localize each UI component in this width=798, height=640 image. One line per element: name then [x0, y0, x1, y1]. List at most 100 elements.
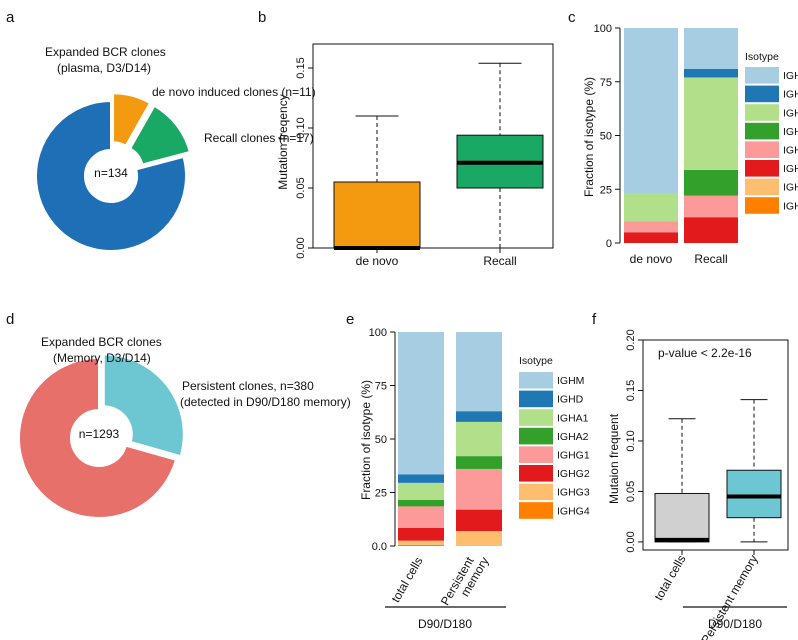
legend-e-swatch-ighg3	[519, 483, 553, 501]
legend-c: IGHM IGHD IGHA1 IGHA2 IGHG1 IGHG2 IGHG3 IGHG4	[745, 67, 798, 214]
legend-c-swatch-ighm	[745, 67, 779, 84]
group-label-f: D90/D180	[708, 617, 762, 631]
panel-letter-f: f	[592, 311, 597, 328]
legend-c-swatch-igha1	[745, 104, 779, 121]
boxplot-b-ytick-label-1: 0.05	[295, 177, 307, 198]
stacked-bar-e-segment-ighd-0	[398, 474, 444, 483]
legend-e-label-ighm: IGHM	[557, 375, 584, 387]
stacked-bar-e-segment-ighm-0	[398, 332, 444, 475]
boxplot-f-ytick-label-4: 0.20	[625, 329, 637, 350]
boxplot-b-ytick-label-2: 0.10	[295, 117, 307, 138]
pie-a-slice-3	[35, 99, 187, 252]
stacked-bar-c-segment-ighg2-1	[684, 217, 738, 243]
boxplot-f-box-0	[654, 492, 710, 543]
boxplot-b-ylabel: Mutation freqency	[276, 94, 290, 189]
boxplot-b-xtick-label-0: de novo	[356, 254, 399, 268]
legend-e-label-ighg4: IGHG4	[557, 505, 590, 517]
legend-e-title: Isotype	[519, 355, 553, 367]
boxplot-f-annotation: p-value < 2.2e-16	[658, 346, 752, 360]
pie-a-center-label: n=134	[94, 166, 128, 180]
boxplot-f-ytick-label-1: 0.05	[625, 481, 637, 502]
stacked-bar-c-ytick-label-4: 100	[594, 23, 612, 35]
stacked-bar-e-segment-igha1-1	[456, 421, 502, 457]
legend-e-swatch-ighg2	[519, 465, 553, 482]
stacked-bar-e-ytick-label-2: 50	[375, 434, 387, 446]
legend-c-swatch-ighg4	[745, 197, 779, 214]
panel-letter-d: d	[6, 311, 14, 328]
pie-d-slice-1	[102, 353, 185, 458]
legend-e-swatch-ighg1	[519, 446, 553, 463]
legend-e: IGHM IGHD IGHA1 IGHA2 IGHG1 IGHG2 IGHG3 IGHG4	[519, 372, 590, 519]
legend-e-label-ighg1: IGHG1	[557, 449, 590, 461]
stacked-bar-c-xlabel-0: de novo	[630, 252, 673, 266]
stacked-bar-c-segment-igha2-1	[684, 169, 738, 196]
stacked-bar-e-ytick-label-3: 75	[375, 381, 387, 393]
boxplot-f-frame	[642, 339, 789, 551]
stacked-bar-c-ylabel: Fraction of isotype (%)	[582, 77, 596, 197]
stacked-bar-c-segment-ighd-1	[684, 68, 738, 78]
legend-c-label-igha1: IGHA1	[783, 107, 798, 119]
pie-d-slice-2	[18, 356, 178, 519]
legend-c-label-ighm: IGHM	[783, 70, 798, 82]
stacked-bar-e-ylabel: Fraction of isotype (%)	[359, 380, 373, 500]
pie-d-annotation-2: (Memory, D3/D14)	[53, 351, 151, 365]
pie-a-slice-1	[112, 92, 152, 148]
pie-a-annotation-4: Recall clones (n=17)	[204, 131, 314, 145]
stacked-bar-c-xlabel-1: Recall	[694, 252, 727, 266]
stacked-bar-e-ytick-label-4: 100	[369, 327, 387, 339]
panel-letter-e: e	[346, 311, 354, 328]
stacked-bar-c-segment-ighm-1	[684, 28, 738, 69]
stacked-bar-e-xlabel-0: total cells	[388, 555, 425, 605]
stacked-bar-e-segment-igha2-0	[398, 499, 444, 507]
legend-e-label-ighg3: IGHG3	[557, 487, 590, 499]
stacked-bar-c-segment-igha1-1	[684, 77, 738, 170]
stacked-bar-e-segment-ighg3-0	[398, 540, 444, 545]
panel-letter-c: c	[568, 9, 576, 26]
legend-e-label-igha2: IGHA2	[557, 431, 589, 443]
stacked-bar-e-segment-ighg2-1	[456, 509, 502, 532]
panel-letter-b: b	[258, 9, 266, 26]
stacked-bar-e-segment-ighd-1	[456, 411, 502, 422]
stacked-bar-c-segment-ighg1-0	[624, 221, 678, 233]
legend-e-swatch-igha2	[519, 427, 553, 445]
legend-c-swatch-ighd	[745, 85, 779, 103]
pie-d-center-label: n=1293	[79, 427, 120, 441]
group-label-e: D90/D180	[418, 617, 472, 631]
stacked-bar-c-segment-ighg1-1	[684, 195, 738, 218]
pie-d-annotation-4: (detected in D90/D180 memory)	[180, 395, 351, 409]
stacked-bar-c-segment-ighg2-0	[624, 232, 678, 243]
legend-e-swatch-ighm	[519, 372, 553, 389]
legend-c-label-igha2: IGHA2	[783, 126, 798, 138]
boxplot-f-ytick-label-2: 0.10	[625, 430, 637, 451]
boxplot-b: 0.00 0.05 0.10 0.15 de novo Recall	[295, 43, 554, 268]
legend-c-label-ighg3: IGHG3	[783, 182, 798, 194]
stacked-bar-e-ytick-label-1: 25	[375, 488, 387, 500]
pie-a-annotation-1: Expanded BCR clones	[45, 45, 166, 59]
stacked-bar-e-segment-ighg4-0	[398, 544, 444, 546]
legend-e-label-ighg2: IGHG2	[557, 468, 590, 480]
legend-c-label-ighg2: IGHG2	[783, 163, 798, 175]
pie-a-annotation-3: de novo induced clones (n=11)	[152, 85, 316, 99]
stacked-bar-e-segment-ighg1-0	[398, 506, 444, 528]
boxplot-f-ytick-label-0: 0.00	[625, 531, 637, 552]
stacked-bar-c-ytick-label-2: 50	[600, 131, 612, 143]
stacked-bar-e-segment-ighg3-1	[456, 531, 502, 546]
boxplot-b-box-0	[333, 181, 421, 249]
stacked-bar-e-segment-ighm-1	[456, 332, 502, 412]
stacked-bar-e-segment-igha1-0	[398, 482, 444, 500]
pie-chart-a	[35, 92, 192, 252]
legend-e-swatch-ighg4	[519, 502, 553, 519]
legend-c-swatch-ighg2	[745, 160, 779, 177]
boxplot-b-frame	[312, 43, 554, 249]
stacked-bar-c-ytick-label-0: 0	[606, 238, 612, 250]
stacked-bar-c-segment-ighm-0	[624, 28, 678, 194]
legend-c-swatch-igha2	[745, 122, 779, 140]
stacked-bar-e-segment-ighg1-1	[456, 468, 502, 510]
panel-letter-a: a	[6, 9, 15, 26]
pie-d-annotation-3: Persistent clones, n=380	[182, 379, 314, 393]
stacked-bar-e-segment-igha2-1	[456, 456, 502, 469]
boxplot-f-xtick-label-0: total cells	[651, 553, 688, 603]
pie-a-annotation-2: (plasma, D3/D14)	[57, 61, 151, 75]
